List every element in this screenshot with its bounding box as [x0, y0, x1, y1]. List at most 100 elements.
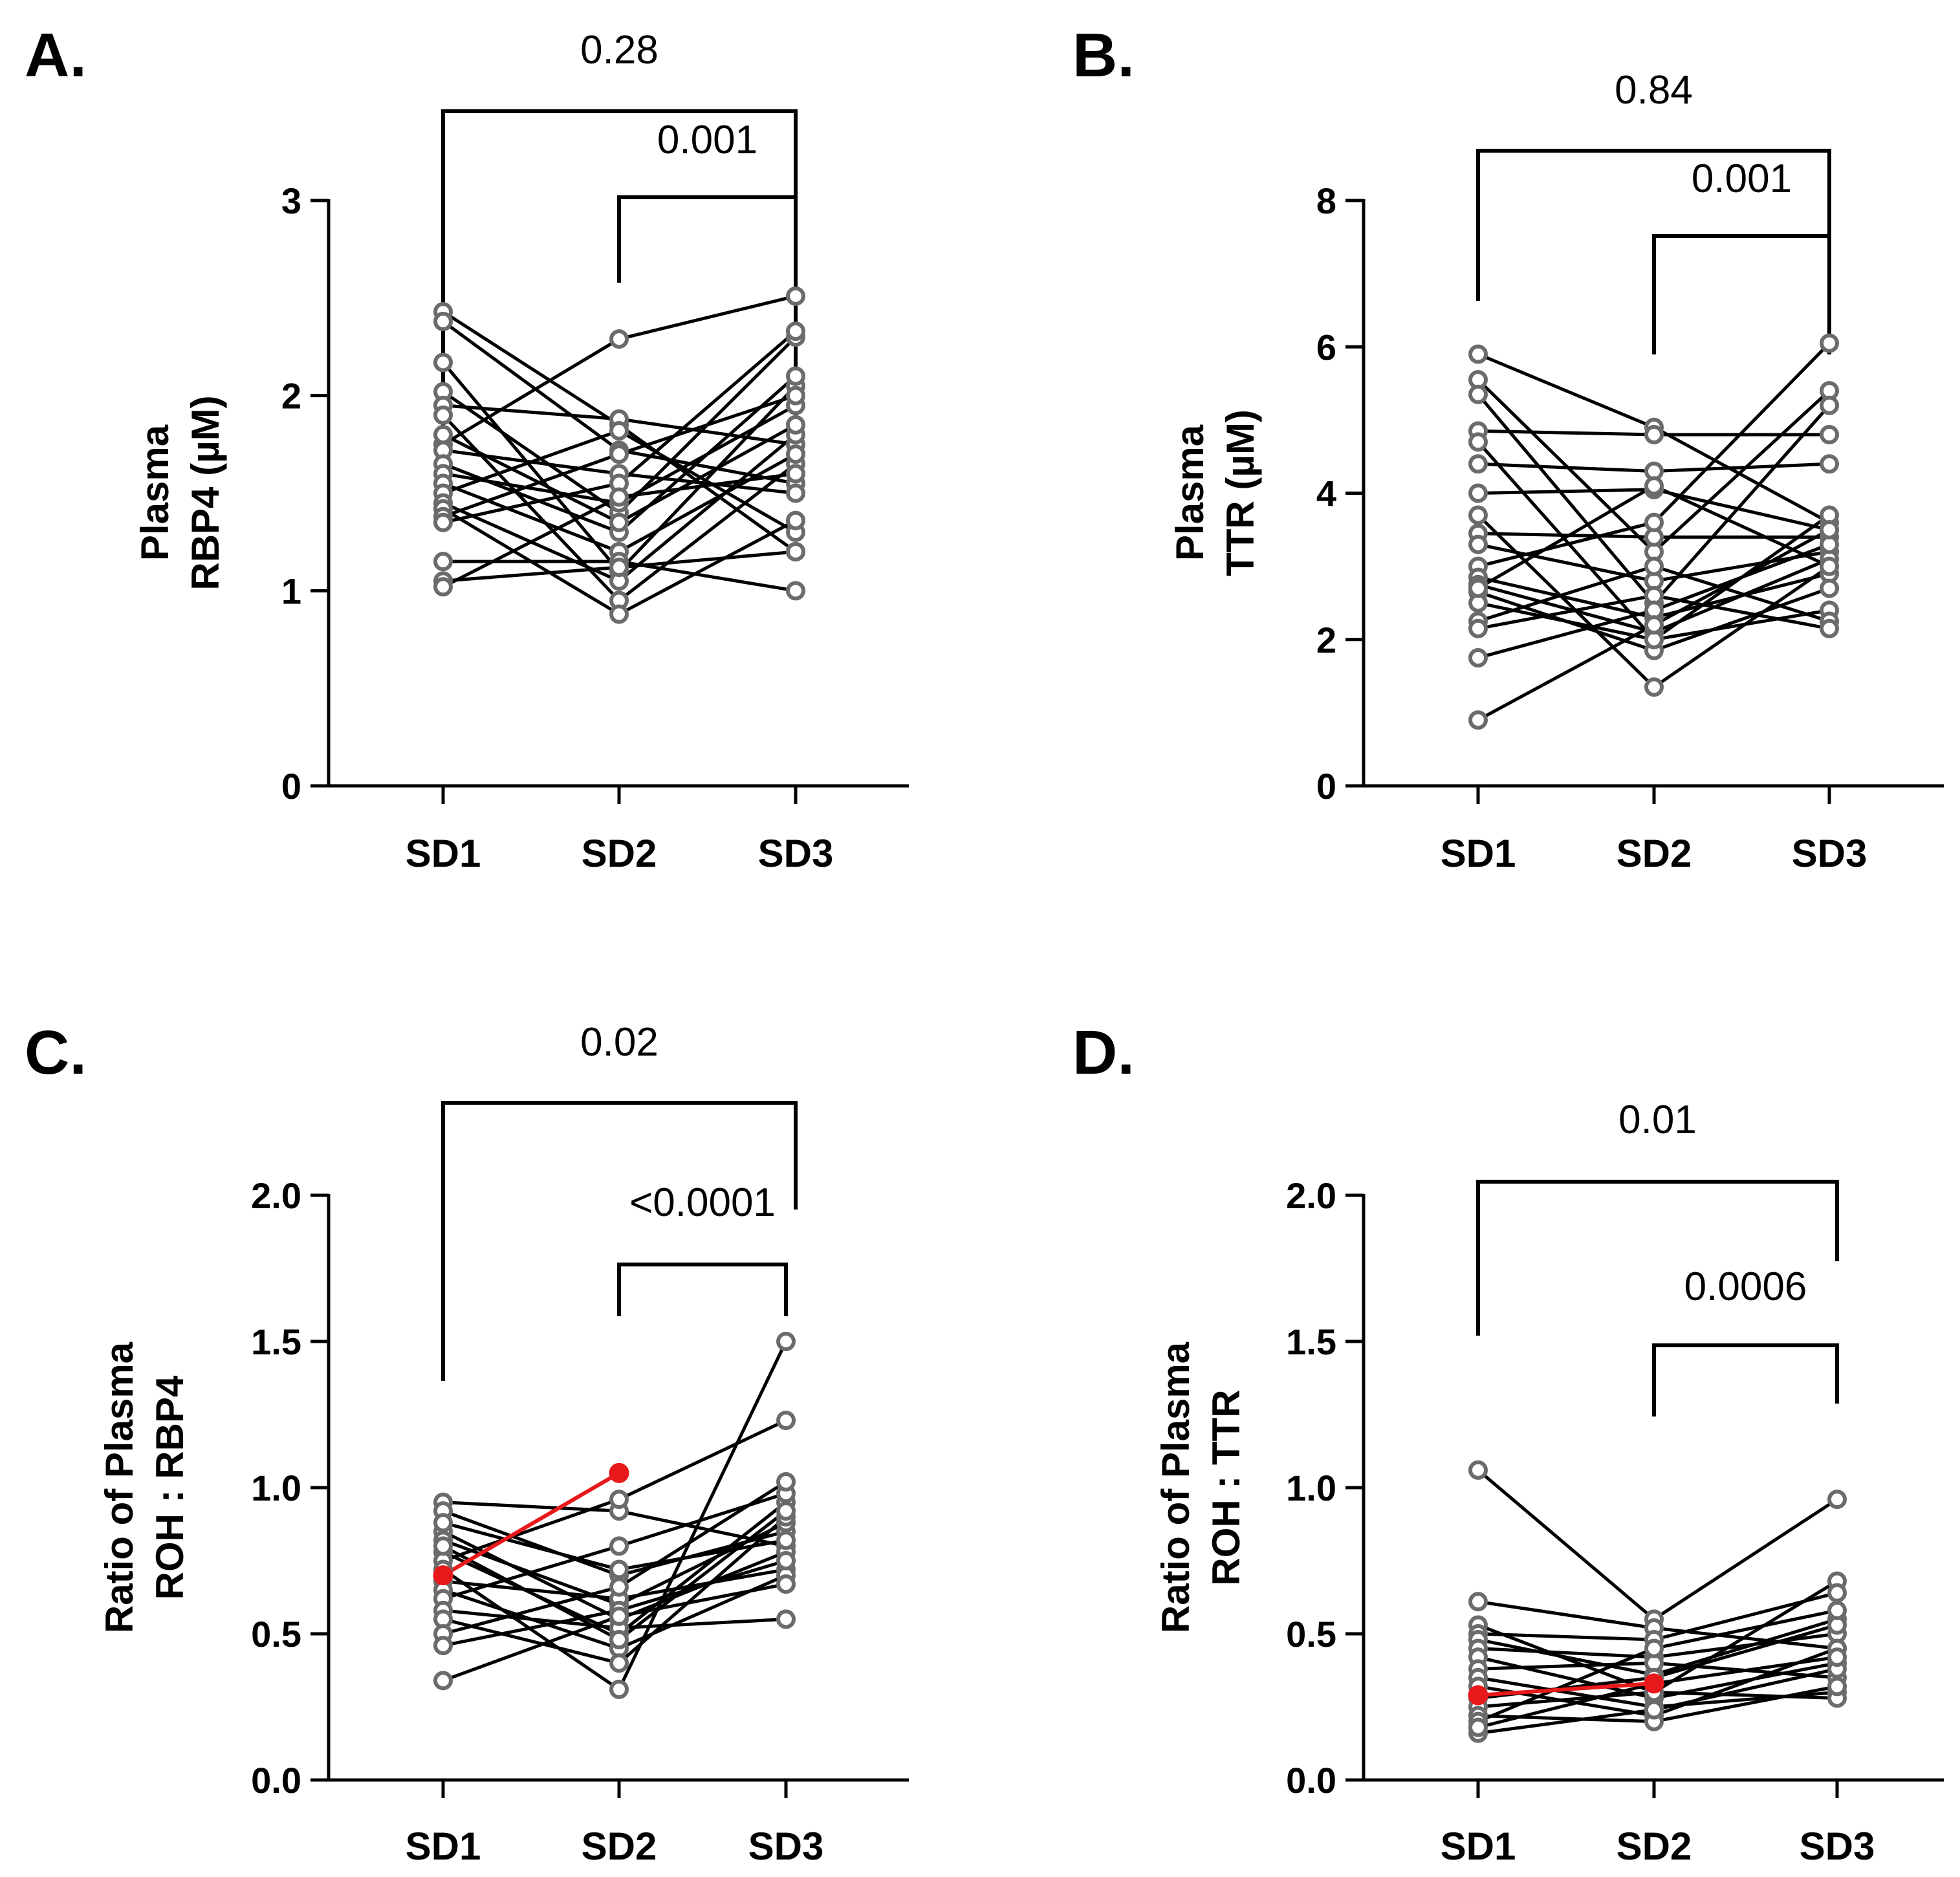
data-point [1820, 425, 1839, 444]
y-tick-label: 0.0 [1286, 1760, 1336, 1801]
panel-c: C. 0.0 0.5 1.0 1.5 2.0 SD1 SD2 SD3 Ratio of Plasm… [25, 1018, 909, 1868]
data-point [433, 1671, 453, 1691]
data-point [1468, 1592, 1488, 1612]
data-point [786, 385, 805, 406]
x-tick-label: SD1 [406, 1825, 481, 1868]
x-tick-label: SD2 [582, 832, 657, 875]
y-tick-label: 1.0 [251, 1468, 301, 1508]
data-point [433, 552, 453, 572]
y-tick-label: 0 [1316, 766, 1336, 807]
data-point [1644, 1638, 1664, 1658]
data-point [1644, 512, 1664, 532]
data-point [776, 1574, 796, 1594]
p-value-label: 0.02 [580, 1020, 659, 1065]
y-tick-label: 0.0 [251, 1760, 301, 1801]
p-value-label: 0.001 [657, 118, 757, 162]
data-point [1468, 648, 1488, 668]
data-point [1468, 710, 1488, 730]
data-point [609, 558, 629, 578]
y-tick-label: 1 [281, 570, 301, 611]
data-point [1827, 1647, 1847, 1667]
data-point [1820, 556, 1839, 576]
data-point [1644, 1700, 1664, 1720]
panel-letter: C. [25, 1018, 87, 1087]
data-point [609, 1679, 629, 1699]
panel-b: B. 0 2 4 6 8 SD1 SD2 SD3 Plasma TTR (µM) 0.84 0.001 [1073, 21, 1944, 875]
data-point [1468, 578, 1488, 598]
x-tick-label: SD3 [1792, 832, 1867, 875]
significance-bracket [617, 1263, 788, 1316]
significance-bracket [1476, 1180, 1839, 1336]
data-point [1644, 556, 1664, 576]
x-tick-label: SD3 [758, 832, 834, 875]
data-point [433, 1513, 453, 1533]
data-point [1468, 432, 1488, 452]
y-axis-label: ROH : TTR [1204, 1389, 1248, 1585]
y-axis-label: Plasma [133, 424, 177, 561]
x-tick-label: SD1 [406, 832, 481, 875]
data-point [1827, 1583, 1847, 1603]
data-point [1468, 534, 1488, 554]
y-axis-label: ROH : RBP4 [148, 1375, 191, 1600]
y-axis-label: TTR (µM) [1219, 409, 1262, 576]
data-point [433, 1536, 453, 1556]
data-point [609, 1577, 629, 1597]
y-tick-label: 2.0 [1286, 1175, 1336, 1216]
highlighted-data-point [1644, 1673, 1664, 1694]
data-point [1644, 425, 1664, 444]
y-tick-label: 8 [1316, 180, 1336, 221]
y-tick-label: 2 [281, 376, 301, 417]
p-value-label: 0.0006 [1684, 1264, 1807, 1309]
data-point [1468, 384, 1488, 404]
data-point [609, 1559, 629, 1579]
data-point [609, 329, 629, 349]
y-axis-label: Ratio of Plasma [1154, 1341, 1197, 1633]
highlighted-series-line [1477, 1681, 1655, 1697]
data-point [1644, 615, 1664, 635]
data-point [776, 1411, 796, 1431]
data-point [609, 1653, 629, 1673]
data-point [776, 1530, 796, 1550]
x-tick-label: SD2 [1617, 832, 1692, 875]
x-tick-label: SD3 [1800, 1825, 1875, 1868]
data-point [609, 1490, 629, 1510]
y-tick-label: 0 [281, 766, 301, 807]
x-tick-label: SD1 [1441, 832, 1516, 875]
significance-bracket [1652, 234, 1831, 354]
p-value-label: 0.01 [1618, 1098, 1697, 1142]
data-point [1827, 1600, 1847, 1620]
significance-bracket [1652, 1343, 1839, 1416]
data-point [786, 464, 805, 484]
panel-d: D. 0.0 0.5 1.0 1.5 2.0 SD1 SD2 SD3 Ratio of Plasm… [1073, 1018, 1944, 1868]
data-point [786, 444, 805, 464]
highlighted-data-point [609, 1462, 629, 1483]
y-tick-label: 1.0 [1286, 1468, 1336, 1508]
data-point [609, 444, 629, 464]
significance-bracket [1476, 149, 1831, 301]
data-point [433, 577, 453, 597]
data-point [1827, 1490, 1847, 1510]
data-point [1468, 618, 1488, 638]
y-tick-label: 0.5 [251, 1614, 301, 1655]
y-axis-label: Plasma [1168, 424, 1212, 561]
data-point [609, 512, 629, 532]
data-point [786, 510, 805, 530]
y-tick-label: 0.5 [1286, 1614, 1336, 1655]
highlighted-data-point [1468, 1685, 1488, 1706]
highlighted-series-line [442, 1471, 620, 1578]
data-point [776, 1471, 796, 1492]
data-point [786, 286, 805, 306]
panel-a: A. 0 1 2 3 SD1 SD2 SD3 Plasma RBP4 (µM) 0.28 0.001 [25, 21, 909, 875]
data-point [786, 321, 805, 342]
data-point [433, 312, 453, 332]
data-point [776, 1609, 796, 1629]
data-point [609, 604, 629, 624]
panel-letter: B. [1073, 21, 1135, 90]
significance-bracket [441, 1101, 798, 1381]
data-point [1820, 333, 1839, 353]
data-point [776, 1332, 796, 1351]
data-point [1468, 505, 1488, 525]
data-point [776, 1501, 796, 1521]
y-tick-label: 4 [1316, 473, 1336, 514]
panel-letter: A. [25, 21, 87, 90]
